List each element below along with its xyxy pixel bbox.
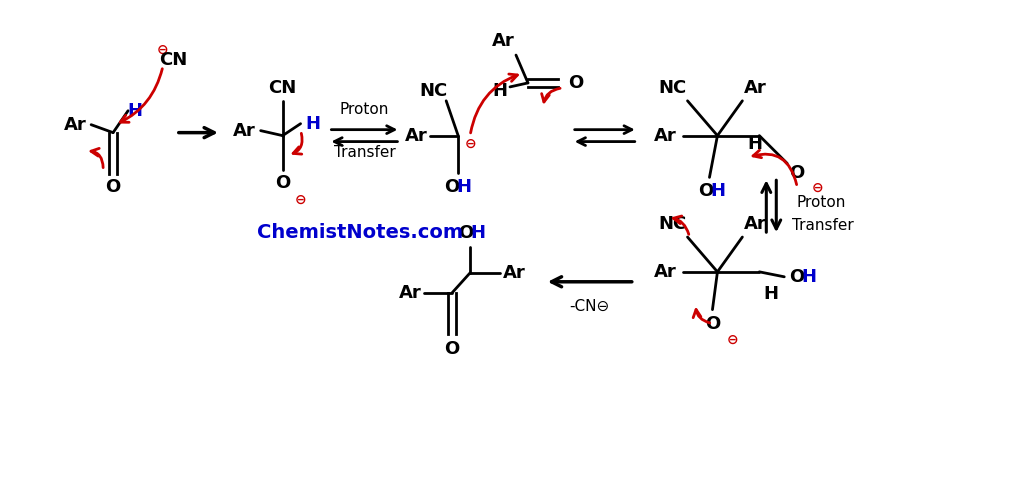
Text: O: O <box>459 224 474 242</box>
Text: NC: NC <box>658 215 687 233</box>
Text: Ar: Ar <box>503 264 525 282</box>
Text: ⊖: ⊖ <box>157 43 169 57</box>
Text: H: H <box>305 114 321 132</box>
Text: Ar: Ar <box>744 79 767 97</box>
Text: Transfer: Transfer <box>334 145 395 160</box>
Text: H: H <box>748 134 763 152</box>
Text: NC: NC <box>658 79 687 97</box>
Text: Ar: Ar <box>654 263 677 281</box>
Text: Ar: Ar <box>492 32 514 50</box>
Text: H: H <box>128 102 142 120</box>
Text: CN: CN <box>159 51 187 69</box>
Text: O: O <box>790 165 805 183</box>
Text: O: O <box>444 340 460 358</box>
Text: Ar: Ar <box>233 122 256 140</box>
Text: O: O <box>275 174 290 192</box>
Text: O: O <box>790 268 805 286</box>
Text: Ar: Ar <box>63 116 87 134</box>
Text: Transfer: Transfer <box>793 218 854 233</box>
Text: Proton: Proton <box>797 195 846 210</box>
Text: H: H <box>710 182 725 200</box>
Text: CN: CN <box>268 79 297 97</box>
Text: O: O <box>444 178 460 196</box>
Text: O: O <box>705 315 720 333</box>
Text: H: H <box>802 268 817 286</box>
Text: O: O <box>105 178 121 196</box>
Text: NC: NC <box>419 82 447 100</box>
Text: ⊖: ⊖ <box>727 333 738 346</box>
Text: -CN⊖: -CN⊖ <box>569 299 610 314</box>
Text: ⊖: ⊖ <box>811 180 823 194</box>
Text: O: O <box>697 182 713 200</box>
Text: H: H <box>471 224 485 242</box>
Text: ⊖: ⊖ <box>464 136 476 150</box>
Text: ⊖: ⊖ <box>295 193 306 207</box>
Text: Ar: Ar <box>399 284 422 302</box>
Text: Proton: Proton <box>340 102 389 117</box>
Text: O: O <box>568 74 584 92</box>
Text: H: H <box>457 178 472 196</box>
Text: Ar: Ar <box>654 127 677 145</box>
Text: Ar: Ar <box>744 215 767 233</box>
Text: Ar: Ar <box>404 127 428 145</box>
Text: H: H <box>493 82 508 100</box>
Text: H: H <box>764 285 779 303</box>
Text: ChemistNotes.com: ChemistNotes.com <box>257 223 464 242</box>
